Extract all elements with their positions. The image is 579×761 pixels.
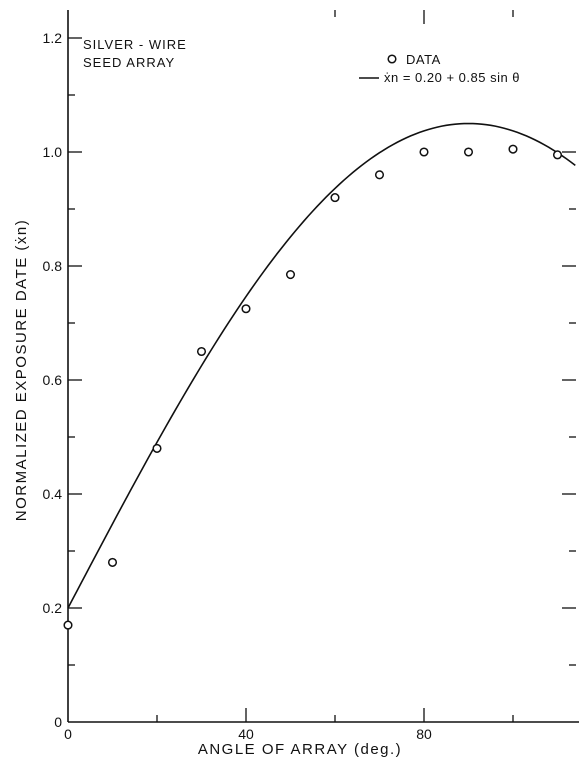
axes (67, 10, 579, 723)
data-point (241, 304, 251, 314)
y-tick-label: 0 (54, 714, 62, 730)
x-tick-label: 80 (416, 726, 432, 742)
data-point (419, 147, 429, 157)
data-point (63, 620, 73, 630)
data-point (196, 346, 207, 357)
annotation-line-2: SEED ARRAY (83, 55, 175, 70)
y-axis-title: NORMALIZED EXPOSURE DATE (ẋn) (13, 219, 30, 521)
tick-labels: 00.20.40.60.81.01.204080120160 (43, 30, 432, 742)
ticks (68, 10, 576, 722)
y-tick-label: 0.6 (43, 372, 63, 388)
y-tick-label: 1.0 (43, 144, 63, 160)
legend-data-marker (387, 54, 397, 64)
x-tick-label: 0 (64, 726, 72, 742)
y-tick-label: 0.8 (43, 258, 63, 274)
data-point (330, 193, 340, 203)
data-point (463, 147, 474, 157)
y-tick-label: 0.4 (43, 486, 63, 502)
data-point (508, 144, 518, 154)
data-points (63, 144, 563, 630)
fit-curve-line (67, 122, 576, 609)
data-point (374, 170, 385, 180)
data-point (107, 557, 118, 567)
annotation-line-1: SILVER - WIRE (83, 37, 187, 52)
x-tick-label: 40 (238, 726, 254, 742)
data-point (285, 270, 296, 280)
legend-line-label: ẋn = 0.20 + 0.85 sin θ (384, 70, 520, 85)
y-tick-label: 1.2 (43, 30, 63, 46)
legend-data-label: DATA (406, 52, 441, 67)
data-point (552, 150, 563, 160)
x-axis-title: ANGLE OF ARRAY (deg.) (198, 741, 402, 758)
data-point (152, 443, 162, 453)
legend: DATA ẋn = 0.20 + 0.85 sin θ (359, 52, 520, 85)
y-tick-label: 0.2 (43, 600, 63, 616)
